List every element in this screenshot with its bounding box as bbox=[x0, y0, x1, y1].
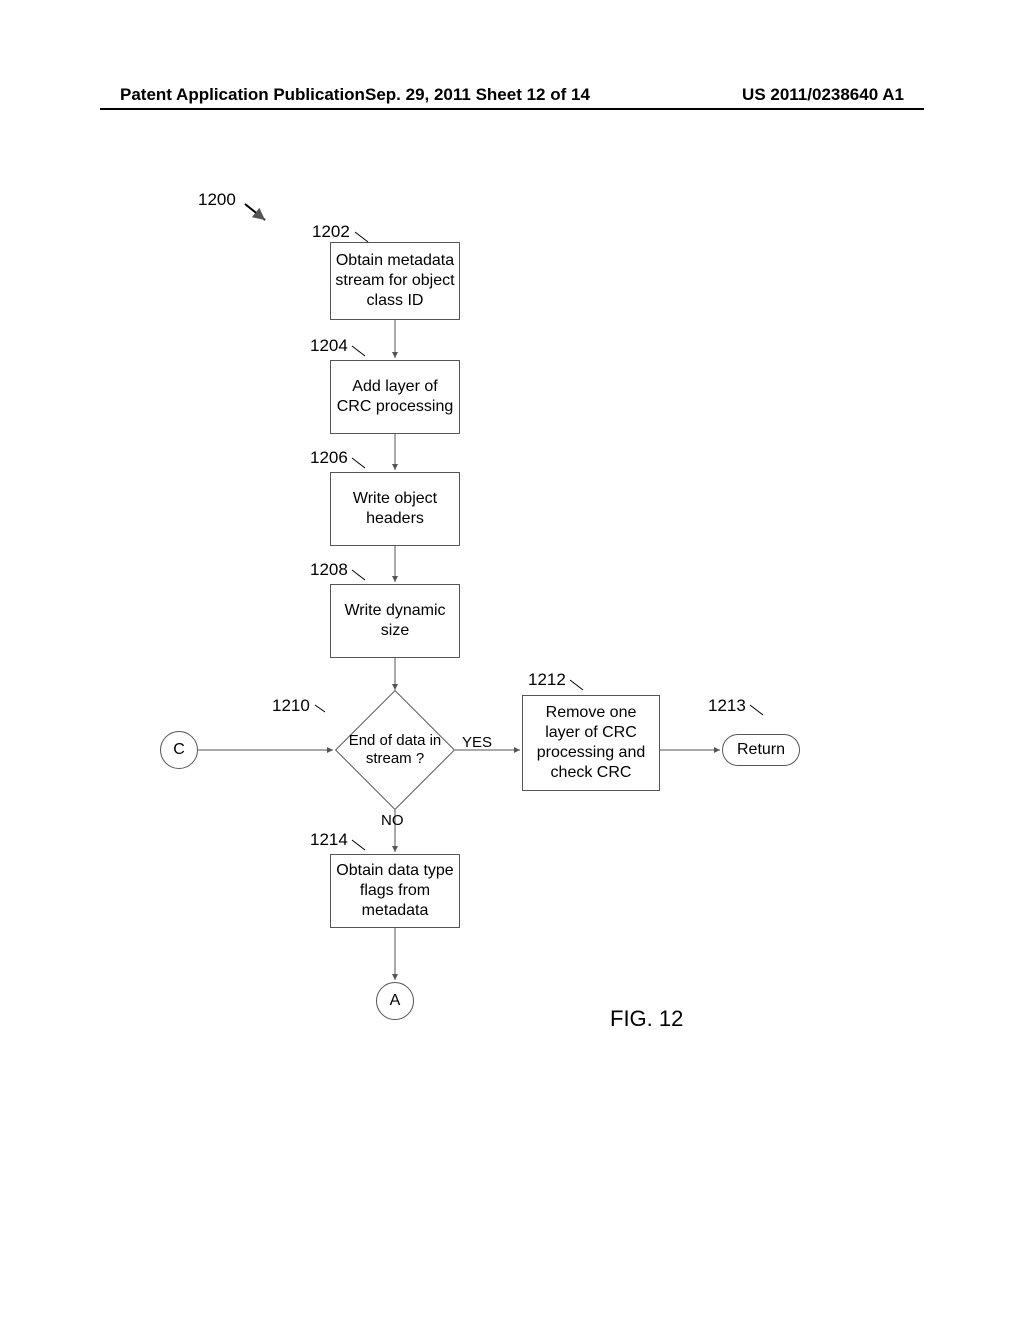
edge-no: NO bbox=[381, 812, 404, 829]
header-rule bbox=[100, 108, 924, 110]
ref-1214: 1214 bbox=[310, 830, 348, 850]
connector-c: C bbox=[160, 731, 198, 769]
ref-1213: 1213 bbox=[708, 696, 746, 716]
node-1214: Obtain data type flags from metadata bbox=[330, 854, 460, 928]
connector-a: A bbox=[376, 982, 414, 1020]
node-1206: Write object headers bbox=[330, 472, 460, 546]
ref-1206: 1206 bbox=[310, 448, 348, 468]
ref-1200: 1200 bbox=[198, 190, 236, 210]
node-1208: Write dynamic size bbox=[330, 584, 460, 658]
ref-1208: 1208 bbox=[310, 560, 348, 580]
header-right: US 2011/0238640 A1 bbox=[742, 85, 904, 105]
node-1210: End of data in stream ? bbox=[335, 690, 455, 810]
node-1204: Add layer of CRC processing bbox=[330, 360, 460, 434]
node-1213: Return bbox=[722, 734, 800, 766]
node-1210-text: End of data in stream ? bbox=[335, 690, 455, 810]
node-1202: Obtain metadata stream for object class … bbox=[330, 242, 460, 320]
node-1212: Remove one layer of CRC processing and c… bbox=[522, 695, 660, 791]
ref-1210: 1210 bbox=[272, 696, 310, 716]
flowchart: 1200 1202 Obtain metadata stream for obj… bbox=[0, 150, 1024, 1150]
edge-yes: YES bbox=[462, 734, 492, 751]
header-center: Sep. 29, 2011 Sheet 12 of 14 bbox=[365, 85, 590, 105]
flow-lines bbox=[0, 150, 1024, 1150]
ref-1202: 1202 bbox=[312, 222, 350, 242]
figure-label: FIG. 12 bbox=[610, 1006, 683, 1032]
header-left: Patent Application Publication bbox=[120, 85, 365, 105]
ref-1212: 1212 bbox=[528, 670, 566, 690]
ref-1204: 1204 bbox=[310, 336, 348, 356]
